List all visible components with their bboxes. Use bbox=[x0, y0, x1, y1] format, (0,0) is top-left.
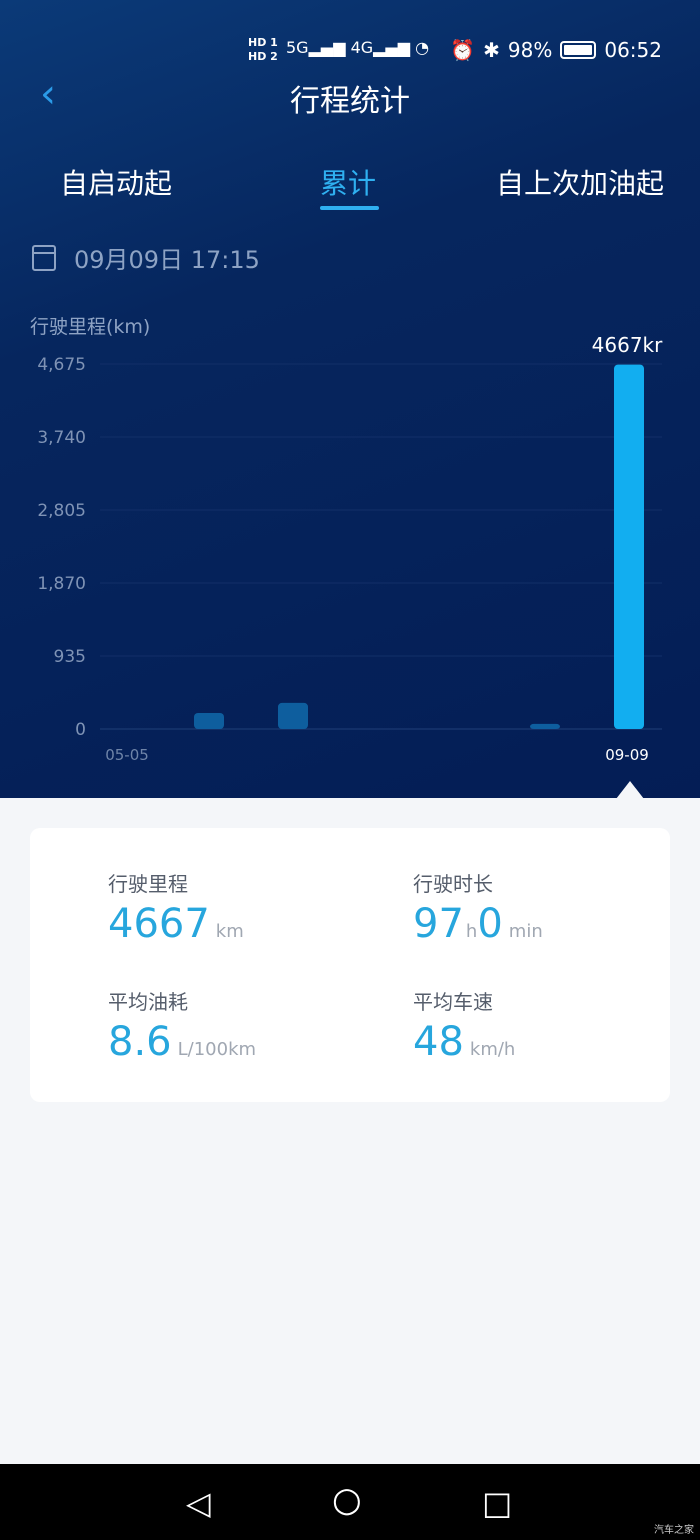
tab-since-start[interactable]: 自启动起 bbox=[60, 167, 173, 200]
sim1-badge: HD 1 bbox=[248, 36, 278, 49]
nav-back-icon[interactable]: ◁ bbox=[186, 1484, 211, 1522]
status-bar: HD 1 HD 2 5G▂▄▆ 4G▂▄▆ ◔ ⏰ ✱ 98% 06:52 bbox=[0, 36, 700, 66]
nav-home-icon[interactable]: ○ bbox=[332, 1480, 362, 1520]
date-text: 09月09日 17:15 bbox=[74, 246, 260, 274]
battery-icon bbox=[560, 41, 597, 59]
header-panel: HD 1 HD 2 5G▂▄▆ 4G▂▄▆ ◔ ⏰ ✱ 98% 06:52 ‹ 行… bbox=[0, 0, 700, 798]
y-tick-label: 4,675 bbox=[37, 355, 86, 375]
page-title: 行程统计 bbox=[290, 84, 410, 119]
navigation-bar: ◁ ○ □ 汽车之家 bbox=[0, 1464, 700, 1540]
back-button[interactable]: ‹ bbox=[40, 71, 56, 117]
y-tick-label: 3,740 bbox=[37, 428, 86, 448]
alarm-icon: ⏰ bbox=[450, 38, 476, 62]
y-axis-label: 行驶里程(km) bbox=[30, 316, 151, 338]
bar[interactable] bbox=[194, 712, 224, 729]
x-tick-label: 05-05 bbox=[105, 746, 149, 764]
stats-card: 行驶里程 4667 km 行驶时长 97 h0 min 平均油耗 8.6 L/100km… bbox=[30, 828, 670, 1102]
nav-recents-icon[interactable]: □ bbox=[482, 1484, 513, 1522]
y-tick-label: 1,870 bbox=[37, 574, 86, 594]
y-tick-label: 935 bbox=[54, 647, 86, 667]
stat-distance: 行驶里程 4667 km bbox=[108, 872, 244, 947]
calendar-icon bbox=[32, 244, 56, 271]
date-picker[interactable]: 09月09日 17:15 bbox=[32, 240, 260, 275]
bluetooth-icon: ✱ bbox=[483, 38, 500, 62]
stat-fuel: 平均油耗 8.6 L/100km bbox=[108, 990, 257, 1065]
signal-icon: 5G▂▄▆ 4G▂▄▆ ◔ bbox=[286, 38, 430, 57]
x-tick-label: 09-09 bbox=[605, 746, 649, 764]
tab-indicator bbox=[320, 206, 379, 210]
wifi-icon: ◔ bbox=[415, 38, 430, 57]
bar[interactable] bbox=[614, 364, 644, 729]
watermark: 汽车之家 bbox=[654, 1525, 694, 1536]
tab-cumulative[interactable]: 累计 bbox=[320, 167, 377, 200]
clock: 06:52 bbox=[604, 38, 662, 62]
battery-percent: 98% bbox=[507, 38, 553, 62]
sim2-badge: HD 2 bbox=[248, 50, 278, 63]
stat-speed: 平均车速 48 km/h bbox=[413, 990, 516, 1065]
selection-pointer bbox=[616, 781, 644, 799]
bar-value-label: 4667kr bbox=[592, 333, 663, 357]
bar[interactable] bbox=[278, 702, 308, 729]
y-tick-label: 0 bbox=[75, 720, 86, 740]
mileage-chart: 4,675 3,740 2,805 1,870 935 0 05-05 09-09 4667kr bbox=[37, 333, 663, 764]
tab-since-refuel[interactable]: 自上次加油起 bbox=[496, 167, 665, 200]
y-tick-label: 2,805 bbox=[37, 501, 86, 521]
stat-duration: 行驶时长 97 h0 min bbox=[413, 872, 543, 947]
bar[interactable] bbox=[530, 723, 560, 729]
